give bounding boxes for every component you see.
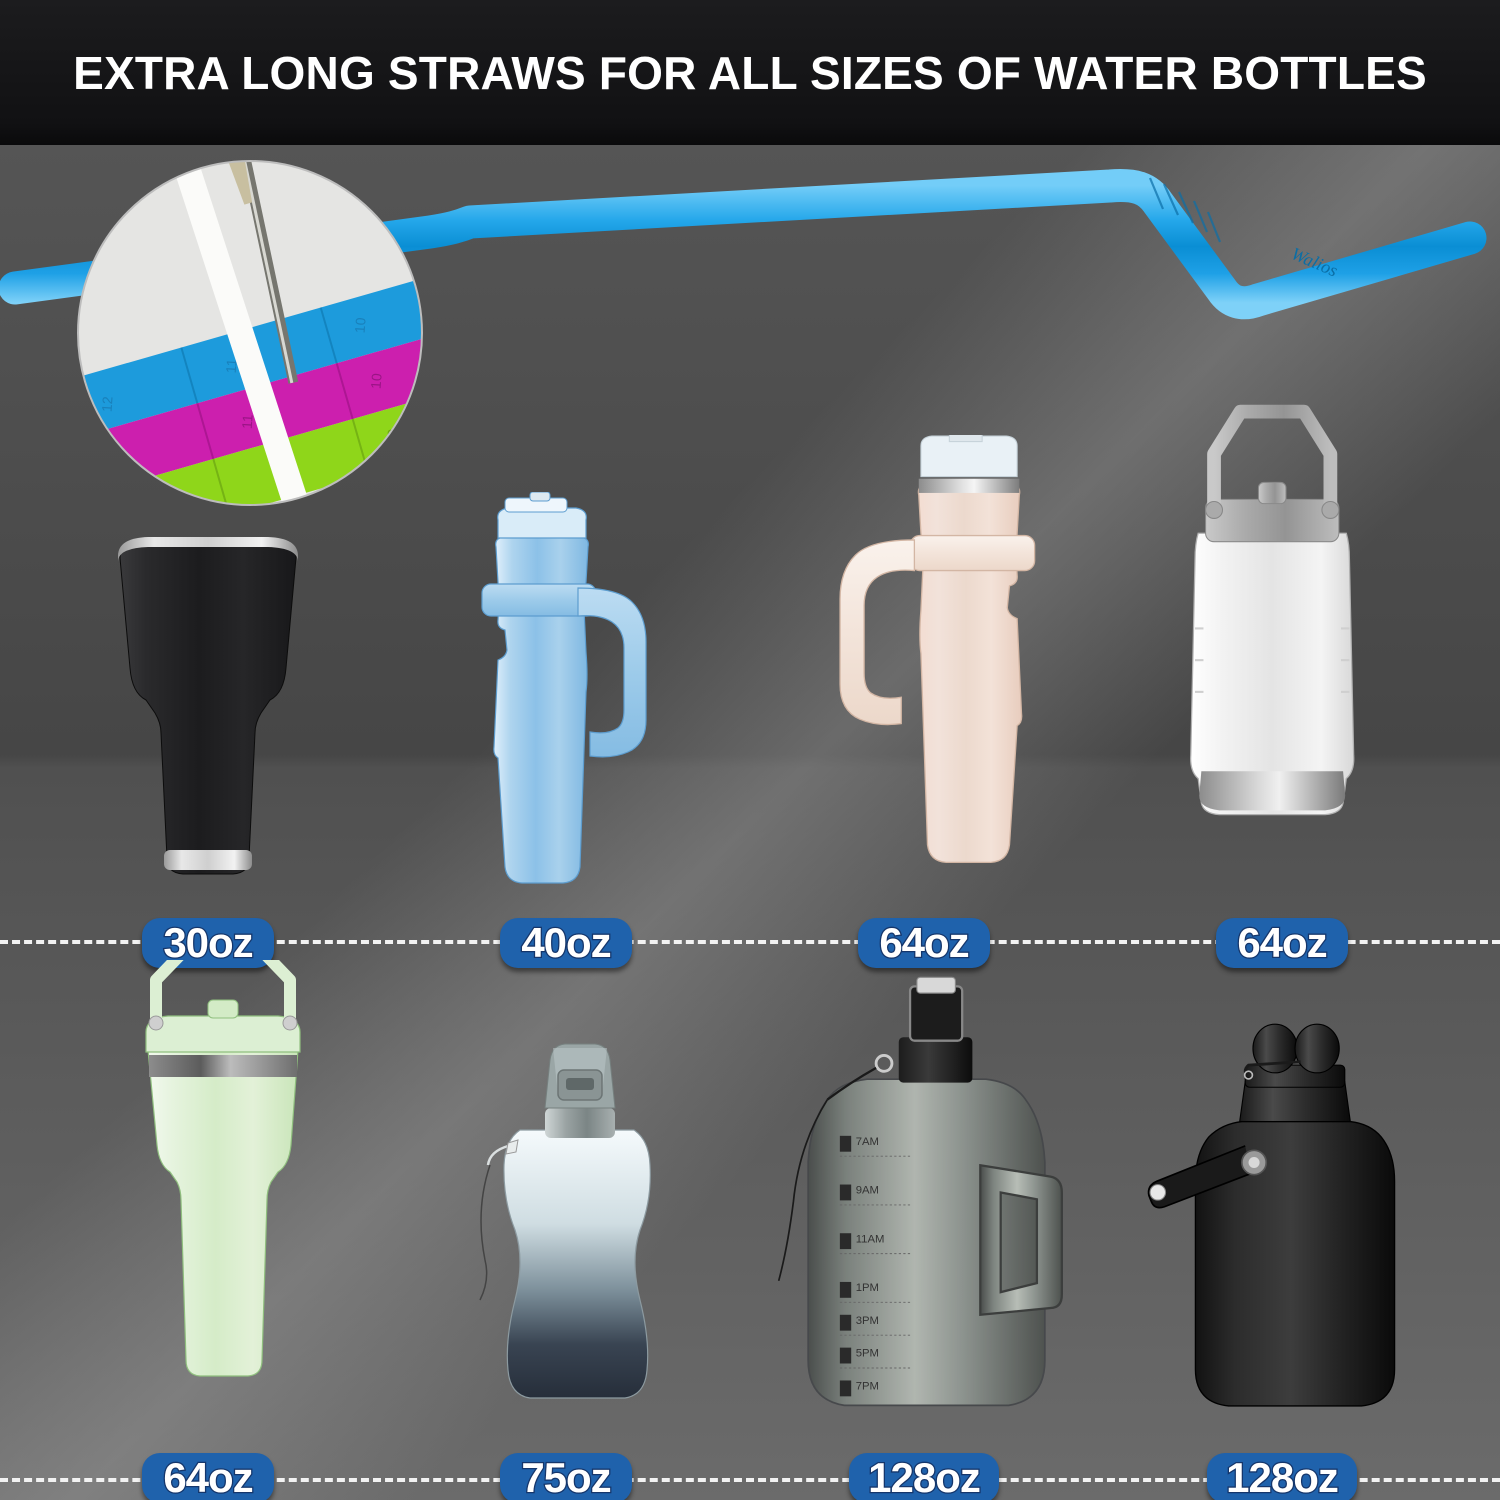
svg-text:5PM: 5PM [856, 1348, 879, 1360]
svg-text:7AM: 7AM [856, 1136, 879, 1148]
svg-text:7PM: 7PM [856, 1381, 879, 1393]
svg-text:9AM: 9AM [856, 1185, 879, 1197]
svg-text:3PM: 3PM [856, 1315, 879, 1327]
svg-text:11AM: 11AM [856, 1233, 885, 1245]
svg-text:10: 10 [352, 317, 369, 334]
svg-text:1PM: 1PM [856, 1282, 879, 1294]
svg-text:10: 10 [368, 373, 385, 390]
svg-text:12: 12 [99, 396, 116, 413]
svg-text:11: 11 [239, 414, 256, 430]
